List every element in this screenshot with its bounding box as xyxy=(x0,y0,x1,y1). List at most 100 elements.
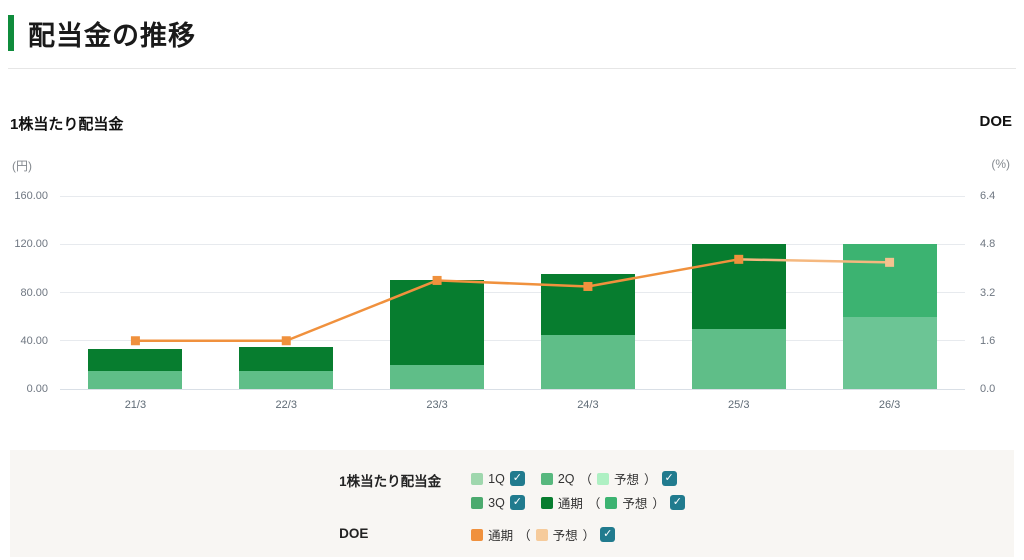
doe-marker-24/3 xyxy=(583,281,593,291)
doe-line-chart xyxy=(130,254,895,346)
bar-22/3 xyxy=(239,346,334,389)
legend-checkbox-full-year[interactable] xyxy=(669,495,685,510)
paren-close: ） xyxy=(652,497,665,511)
y-axis-tick-left: 120.00 xyxy=(14,238,48,251)
legend-checkbox-3q[interactable] xyxy=(509,495,525,510)
y-axis-tick-left: 40.00 xyxy=(20,334,48,347)
paren-open: （ xyxy=(579,473,593,487)
bar-segment-2Q xyxy=(691,328,786,389)
gridline xyxy=(60,388,965,390)
y-axis-tick-right: 6.4 xyxy=(980,190,996,202)
legend-row: 1Q 2Q （ 予想 ） xyxy=(471,469,685,488)
swatch-1q xyxy=(471,472,484,485)
doe-marker-25/3 xyxy=(734,254,744,264)
doe-marker-22/3 xyxy=(281,336,291,346)
swatch-full-year-forecast xyxy=(605,496,618,509)
left-axis-title: 1株当たり配当金 xyxy=(10,116,124,133)
doe-line-segment xyxy=(738,258,890,264)
legend-item-label: 予想 xyxy=(552,529,578,543)
bar-26/3 xyxy=(842,244,937,389)
x-axis-label: 26/3 xyxy=(878,399,901,411)
legend-item-label: 通期 xyxy=(557,497,583,511)
doe-line-segment xyxy=(285,279,438,342)
legend-rows: 1Q 2Q （ 予想 ） xyxy=(471,469,685,512)
legend-item-2q: 2Q （ 予想 ） xyxy=(540,469,677,488)
chart-section: 1株当たり配当金 DOE (円) (%) 160.00 6.4 120.00 4.8 8… xyxy=(0,99,1024,419)
swatch-full-year xyxy=(540,496,553,509)
header: 配当金の推移 xyxy=(0,0,1024,52)
swatch-doe-full-year xyxy=(471,528,484,541)
legend-item-label: 3Q xyxy=(488,495,505,510)
x-axis-label: 23/3 xyxy=(426,399,448,411)
gridline xyxy=(60,292,965,293)
bar-segment-2Q xyxy=(88,370,183,389)
y-axis-tick-left: 160.00 xyxy=(14,190,48,202)
doe-marker-21/3 xyxy=(130,336,140,346)
legend-item-label: 2Q xyxy=(557,471,575,486)
x-axis-label: 25/3 xyxy=(728,399,750,411)
paren-open: （ xyxy=(518,529,531,543)
left-axis-unit: (円) xyxy=(12,159,32,173)
legend-content: 1株当たり配当金 1Q 2Q （ 予想 xyxy=(339,450,685,557)
swatch-2q xyxy=(540,472,553,485)
doe-marker-26/3 xyxy=(885,257,895,267)
y-axis-tick-right: 4.8 xyxy=(980,238,996,251)
legend-item-label: 1Q xyxy=(488,471,505,486)
gridline xyxy=(60,195,965,197)
doe-marker-23/3 xyxy=(432,275,442,285)
legend-checkbox-doe[interactable] xyxy=(600,527,616,542)
legend-rows: 通期 （ 予想 ） xyxy=(471,525,616,544)
bar-segment-2Q xyxy=(540,334,635,389)
bar-segment-2Q xyxy=(239,370,334,389)
legend-group-label: DOE xyxy=(339,526,369,541)
page-title: 配当金の推移 xyxy=(28,20,196,51)
bar-segment-2Q xyxy=(390,364,485,389)
legend-group-label: 1株当たり配当金 xyxy=(339,474,442,489)
gridline xyxy=(60,340,965,342)
legend-checkbox-1q[interactable] xyxy=(509,471,525,486)
title-accent-bar xyxy=(8,15,14,51)
x-axis-label: 24/3 xyxy=(577,399,599,411)
legend-row: 3Q 通期 （ 予想 ） xyxy=(471,493,685,512)
swatch-doe-forecast xyxy=(535,528,548,541)
y-axis-tick-left: 0.00 xyxy=(26,383,48,395)
right-axis-title: DOE xyxy=(979,113,1012,130)
plot-area xyxy=(60,195,965,390)
header-divider xyxy=(8,68,1016,69)
legend-checkbox-2q[interactable] xyxy=(661,471,677,486)
gridline xyxy=(60,243,965,245)
right-axis-unit: (%) xyxy=(991,157,1010,171)
y-axis-tick-right: 1.6 xyxy=(980,334,996,347)
bar-segment-2Q（予想） xyxy=(842,316,937,389)
bar-segment-通期 xyxy=(239,346,334,371)
legend-item-doe-full-year: 通期 （ 予想 ） xyxy=(471,525,616,544)
x-axis-label: 21/3 xyxy=(124,399,147,411)
doe-line-segment xyxy=(437,279,588,288)
paren-open: （ xyxy=(587,497,601,511)
legend-item-3q: 3Q xyxy=(471,495,525,510)
y-axis-tick-right: 3.2 xyxy=(980,286,996,299)
legend-panel: 1株当たり配当金 1Q 2Q （ 予想 xyxy=(10,450,1014,557)
legend-item-label: 通期 xyxy=(488,529,514,543)
legend-item-label: 予想 xyxy=(622,497,648,511)
legend-item-label: 予想 xyxy=(614,473,640,487)
legend-item-1q: 1Q xyxy=(471,471,525,486)
bar-21/3 xyxy=(88,349,183,389)
swatch-2q-forecast xyxy=(597,472,610,485)
swatch-3q xyxy=(471,496,484,509)
y-axis-tick-left: 80.00 xyxy=(20,286,48,299)
paren-close: ） xyxy=(644,473,657,487)
bar-segment-通期（予想） xyxy=(842,244,937,317)
bar-segment-通期 xyxy=(390,280,485,365)
y-axis-tick-right: 0.0 xyxy=(980,383,996,395)
bar-25/3 xyxy=(691,244,786,389)
legend-group-doe: DOE 通期 （ 予想 ） xyxy=(339,525,685,544)
bar-23/3 xyxy=(390,280,485,389)
paren-close: ） xyxy=(582,529,596,543)
legend-group-dividend: 1株当たり配当金 1Q 2Q （ 予想 xyxy=(339,469,685,512)
doe-line-segment xyxy=(587,258,739,288)
legend-row: 通期 （ 予想 ） xyxy=(471,525,616,544)
legend-item-full-year: 通期 （ 予想 ） xyxy=(540,493,685,512)
x-axis-label: 22/3 xyxy=(275,399,297,411)
